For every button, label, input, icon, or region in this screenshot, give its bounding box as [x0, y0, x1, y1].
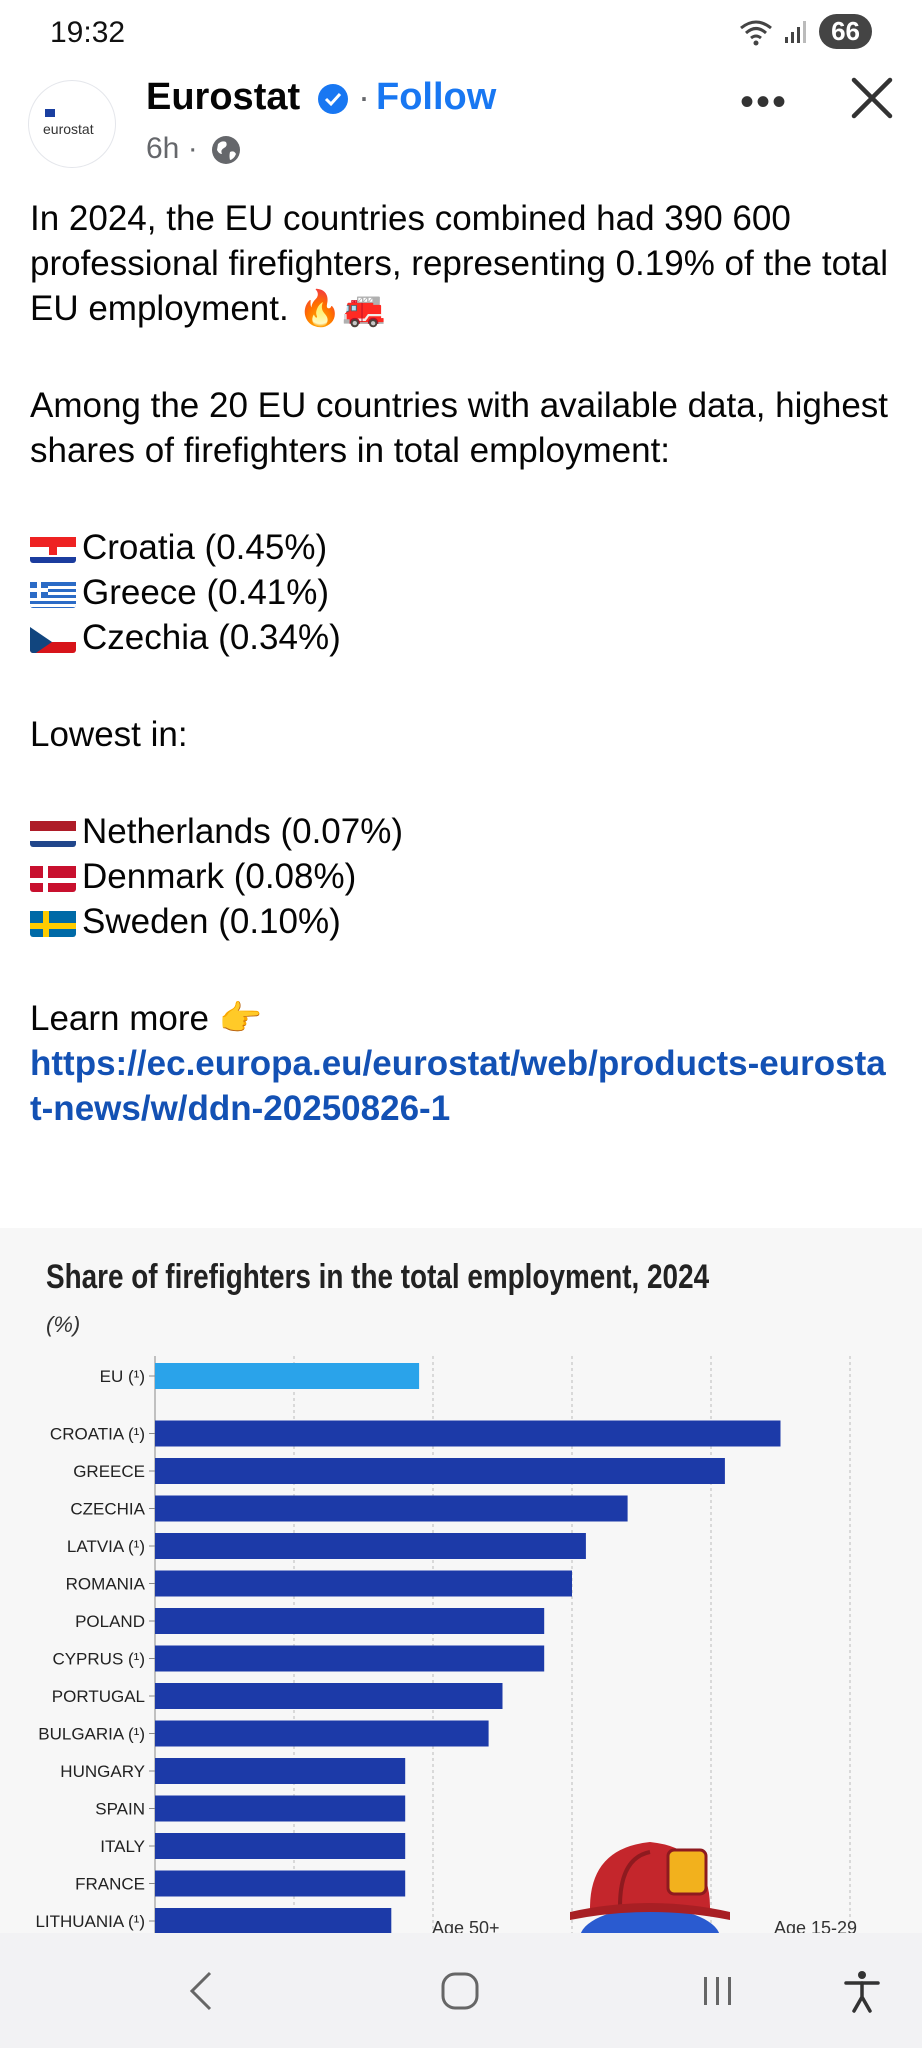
greece-flag-icon [30, 578, 76, 608]
chart-unit: (%) [46, 1312, 81, 1337]
lowest-item-1: Netherlands (0.07%) [30, 809, 890, 854]
status-time: 19:32 [50, 16, 126, 49]
signal-icon [785, 20, 807, 43]
status-icons: 66 [739, 14, 872, 49]
separator-dot: · [358, 76, 370, 117]
wifi-icon [740, 20, 773, 45]
bar-italy [155, 1833, 406, 1859]
battery-indicator: 66 [819, 14, 872, 49]
page-name[interactable]: Eurostat [146, 76, 301, 118]
croatia-flag-icon [30, 533, 76, 563]
post-text: In 2024, the EU countries combined had 3… [30, 196, 890, 1131]
bar-spain [155, 1795, 406, 1822]
bar-czechia [155, 1495, 628, 1522]
highest-intro-text: Among the 20 EU countries with available… [30, 386, 889, 470]
annotation-age-15-29: Age 15-29 [774, 1918, 858, 1933]
bar-latvia [155, 1533, 586, 1559]
status-bar: 19:32 66 [0, 0, 922, 70]
chart-image[interactable]: Share of firefighters in the total emplo… [0, 1228, 922, 1933]
intro-text: In 2024, the EU countries combined had 3… [30, 199, 888, 328]
bar-greece [155, 1458, 725, 1484]
recents-icon[interactable] [700, 1973, 736, 2009]
category-label: HUNGARY [60, 1762, 145, 1781]
bar-romania [155, 1570, 572, 1597]
close-icon[interactable] [846, 72, 898, 124]
bar-croatia [155, 1420, 781, 1447]
category-label: CROATIA (¹) [50, 1425, 145, 1444]
category-label: LITHUANIA (¹) [35, 1912, 145, 1931]
bar-portugal [155, 1683, 503, 1709]
category-label: FRANCE [75, 1875, 145, 1894]
category-label: CYPRUS (¹) [52, 1650, 145, 1669]
lowest-intro-text: Lowest in: [30, 715, 188, 754]
category-label: CZECHIA [70, 1500, 145, 1519]
home-icon[interactable] [440, 1971, 480, 2011]
category-label: ITALY [100, 1837, 145, 1856]
chart-title: Share of firefighters in the total emplo… [46, 1258, 710, 1296]
sweden-flag-icon [30, 907, 76, 937]
avatar-logo-text: eurostat [43, 121, 94, 137]
annotation-age-50: Age 50+ [432, 1918, 500, 1933]
bar-lithuania [155, 1908, 392, 1933]
post-time[interactable]: 6h · [146, 132, 198, 165]
category-label: BULGARIA (¹) [38, 1725, 145, 1744]
category-label: LATVIA (¹) [67, 1537, 145, 1556]
bar-eu [155, 1363, 420, 1389]
lowest-item-2: Denmark (0.08%) [30, 854, 890, 899]
highest-item-2: Greece (0.41%) [30, 570, 890, 615]
czechia-flag-icon [30, 623, 76, 653]
denmark-flag-icon [30, 862, 76, 892]
bar-hungary [155, 1758, 406, 1784]
navigation-bar [0, 1933, 922, 2048]
globe-icon [212, 136, 240, 164]
bar-chart: EU (¹) CROATIA (¹) GREECE CZECHIA LATVIA (¹)… [35, 1356, 851, 1933]
verified-icon [318, 84, 348, 114]
category-label: ROMANIA [66, 1575, 146, 1594]
category-label: POLAND [75, 1612, 145, 1631]
bar-cyprus [155, 1645, 545, 1672]
lowest-item-3: Sweden (0.10%) [30, 899, 890, 944]
firefighter-helmet-illustration [570, 1842, 730, 1933]
avatar[interactable]: eurostat [28, 80, 116, 168]
learn-more-text: Learn more 👉 [30, 999, 263, 1038]
highest-item-3: Czechia (0.34%) [30, 615, 890, 660]
bar-bulgaria [155, 1720, 489, 1747]
bar-france [155, 1870, 406, 1897]
category-label: PORTUGAL [52, 1687, 145, 1706]
more-options-button[interactable]: ••• [740, 80, 789, 124]
highest-item-1: Croatia (0.45%) [30, 525, 890, 570]
follow-button[interactable]: Follow [376, 76, 497, 118]
bar-poland [155, 1608, 545, 1634]
back-icon[interactable] [186, 1969, 216, 2013]
accessibility-icon[interactable] [842, 1969, 882, 2013]
eu-flag-icon [45, 109, 55, 117]
category-label: EU (¹) [100, 1367, 145, 1386]
post-time-value: 6h [146, 132, 180, 165]
netherlands-flag-icon [30, 817, 76, 847]
article-link[interactable]: https://ec.europa.eu/eurostat/web/produc… [30, 1044, 886, 1128]
category-label: GREECE [73, 1462, 145, 1481]
category-label: SPAIN [95, 1800, 145, 1819]
